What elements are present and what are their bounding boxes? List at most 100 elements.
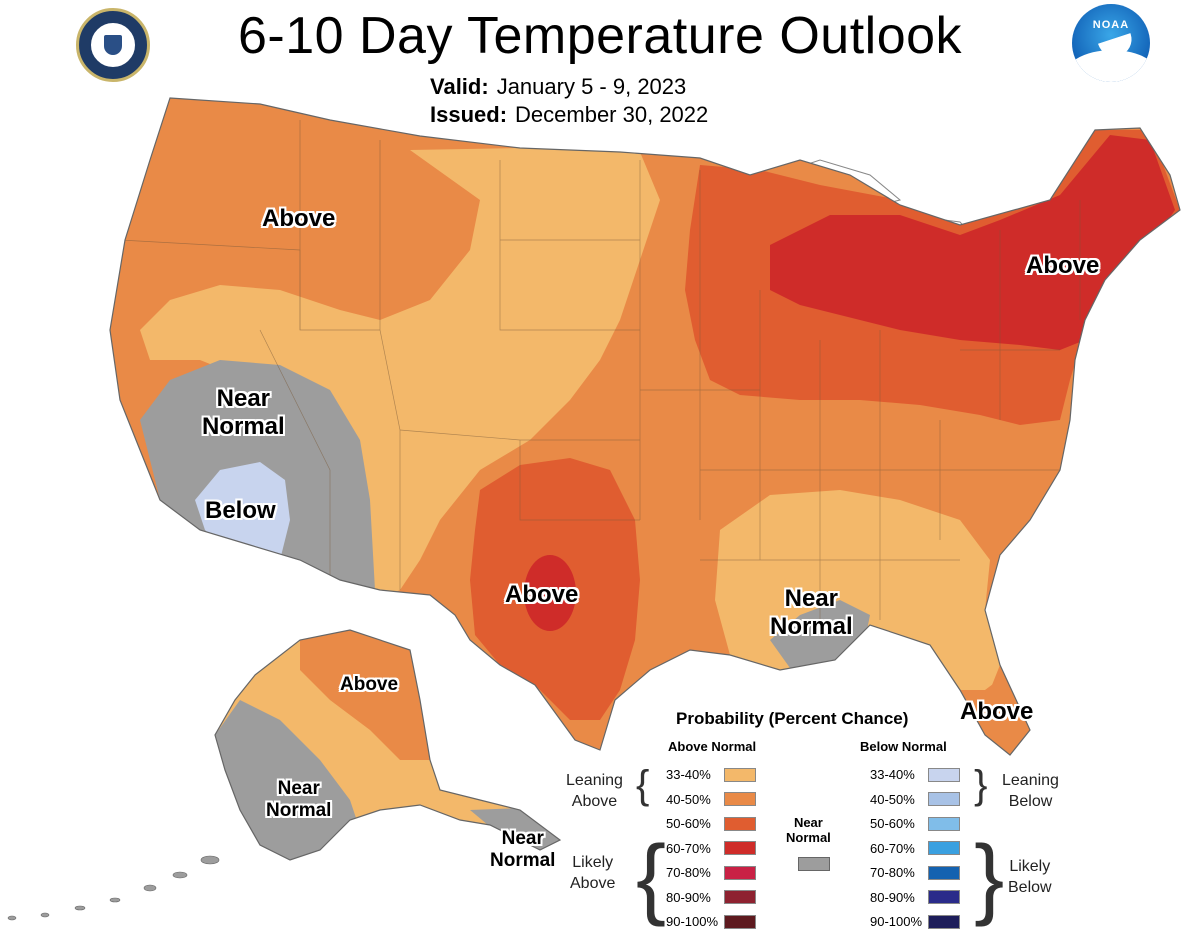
legend-leaning-above: Leaning Above [566,771,623,813]
brace-leaning-above-icon: { [636,763,650,807]
legend-below-row: 33-40% [870,767,960,782]
region-60-70-texas [524,555,576,631]
label-southwest-near-normal: Near Normal [202,385,285,440]
legend-leaning-below-line1: Leaning [1002,772,1059,789]
legend-above-row: 90-100% [666,914,756,929]
region-40-50-florida [985,675,1028,750]
label-southwest-near-line2: Normal [202,412,285,440]
legend-likely-above-line2: Above [570,874,616,892]
label-aleutian-near-line2: Normal [490,849,556,871]
legend-above-range: 40-50% [666,791,711,807]
label-texas-above: Above [505,581,579,608]
legend-above-swatch [724,816,756,831]
legend-near-normal-swatch [798,857,830,871]
legend-above-row: 80-90% [666,890,756,905]
legend-below-swatch [928,767,960,782]
alaska-40-50 [300,630,430,760]
label-northeast-above: Above [1026,252,1100,279]
label-aleutian-near-line1: Near [501,828,544,849]
legend-above-row: 50-60% [666,816,756,831]
region-33-40-west [140,148,660,600]
valid-value: January 5 - 9, 2023 [496,74,687,99]
label-aleutian-near-normal: Near Normal [490,828,555,872]
legend-likely-below-line2: Below [1008,878,1052,896]
alaska-near-normal [215,700,360,860]
legend-above-range: 70-80% [666,865,711,880]
label-gulf-near-line1: Near [784,585,839,612]
legend-below-range: 90-100% [870,914,923,929]
legend-below-row: 50-60% [870,816,960,831]
legend-below-row: 60-70% [870,841,960,856]
label-alaska-near-line1: Near [277,778,320,799]
brace-likely-below-icon: { [974,828,1005,928]
brace-leaning-below-icon: { [974,763,988,807]
legend-below-swatch [928,890,960,904]
legend-above-range: 80-90% [666,889,711,905]
legend-above-swatch [724,792,756,806]
legend-below-swatch [928,816,960,831]
legend-above-swatch [724,914,756,929]
legend-below-range: 80-90% [870,889,915,905]
legend-above-row: 60-70% [666,841,756,856]
probability-legend: Probability (Percent Chance) Above Norma… [550,705,1070,945]
issued-label: Issued: [430,102,508,127]
state-borders [119,120,1081,620]
brace-likely-above-icon: { [636,828,667,928]
alaska-outline [214,629,562,861]
legend-above-swatch [724,890,756,904]
legend-near-line2: Normal [786,830,831,845]
noaa-logo-text: NOAA [1092,19,1130,31]
legend-below-row: 40-50% [870,792,960,807]
legend-above-swatch [724,841,756,855]
alaska-near-normal-panhandle [470,808,560,850]
legend-below-range: 60-70% [870,840,915,856]
legend-above-range: 90-100% [666,914,719,929]
aleutian-islands [7,855,220,921]
legend-above-swatch [724,865,756,880]
legend-leaning-above-line2: Above [571,792,618,810]
legend-likely-below-line1: Likely [1009,858,1051,875]
label-gulf-near-normal: Near Normal [770,585,853,640]
legend-below-range: 50-60% [870,816,915,831]
legend-below-range: 70-80% [870,865,915,880]
region-60-70-northeast [770,135,1175,350]
valid-label: Valid: [430,74,489,99]
legend-leaning-above-line1: Leaning [566,772,623,789]
legend-below-swatch [928,792,960,806]
legend-above-row: 40-50% [666,792,756,807]
legend-above-range: 60-70% [666,840,711,856]
legend-below-header: Below Normal [860,739,947,754]
legend-leaning-below-line2: Below [1008,792,1053,810]
legend-below-swatch [928,914,960,929]
label-alaska-near-normal: Near Normal [266,778,331,822]
legend-likely-above-line1: Likely [572,854,614,871]
legend-above-row: 70-80% [666,865,756,880]
legend-near-normal: Near Normal [786,815,831,845]
legend-likely-above: Likely Above [570,853,615,895]
legend-above-range: 33-40% [666,767,711,782]
legend-below-range: 40-50% [870,791,915,807]
legend-above-range: 50-60% [666,816,711,831]
legend-above-swatch [724,767,756,782]
page-title: 6-10 Day Temperature Outlook [237,7,963,65]
issued-value: December 30, 2022 [515,102,709,127]
valid-line: Valid: January 5 - 9, 2023 [430,74,686,100]
label-alaska-above: Above [340,674,399,695]
region-33-40-southeast [715,490,1000,690]
conus-outline [109,97,1181,756]
commerce-seal-logo [76,8,150,82]
label-northwest-above: Above [262,205,336,232]
legend-above-row: 33-40% [666,767,756,782]
legend-below-row: 70-80% [870,865,960,880]
legend-near-line1: Near [793,815,823,830]
label-southwest-below: Below [205,497,276,524]
legend-below-row: 80-90% [870,890,960,905]
legend-below-row: 90-100% [870,914,960,929]
legend-above-header: Above Normal [668,739,757,754]
label-alaska-near-line2: Normal [266,799,332,821]
legend-title: Probability (Percent Chance) [676,709,909,728]
legend-leaning-below: Leaning Below [1002,771,1059,813]
issued-line: Issued: December 30, 2022 [430,102,708,128]
legend-below-swatch [928,865,960,880]
